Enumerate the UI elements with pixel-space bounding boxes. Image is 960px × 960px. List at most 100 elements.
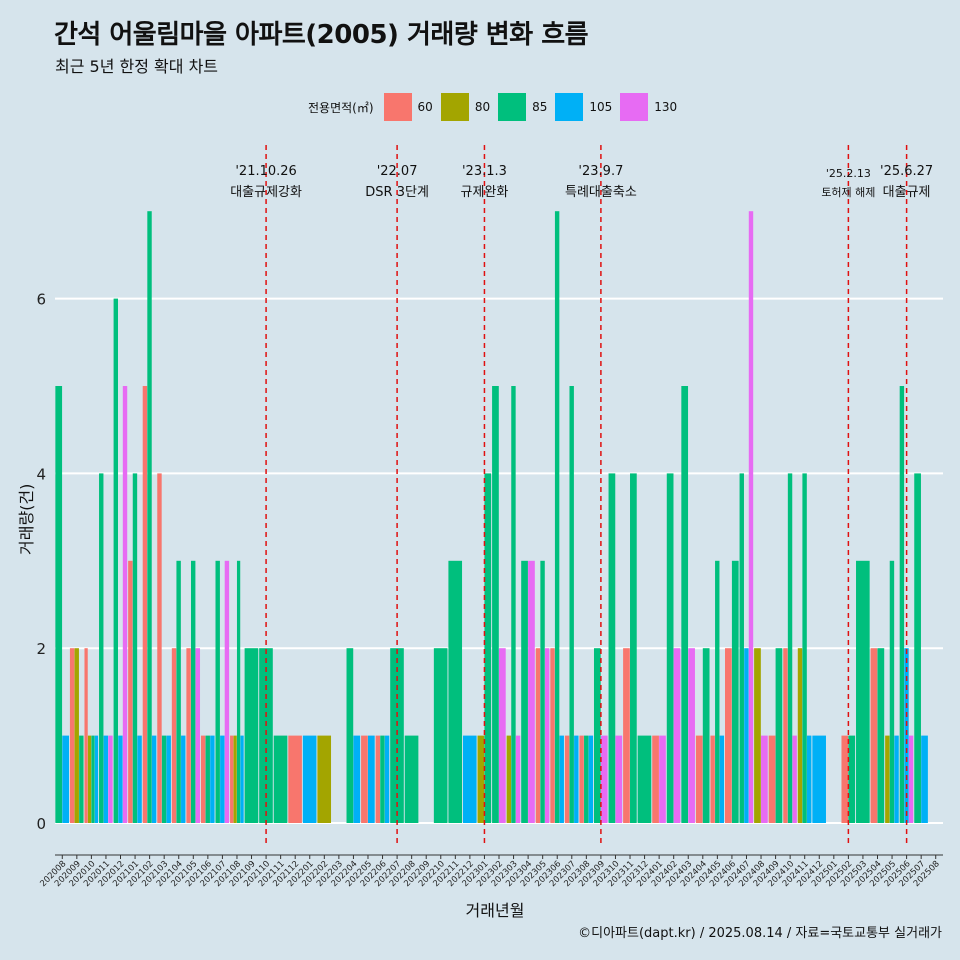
- bar-202310-85: [608, 473, 616, 823]
- bar-202303-130: [515, 735, 521, 823]
- bar-202008-105: [62, 735, 69, 823]
- bar-202105-130: [195, 648, 201, 823]
- bar-202305-130: [544, 648, 550, 823]
- bar-202103-85: [161, 735, 167, 823]
- bar-202211-85: [448, 560, 463, 823]
- bar-202504-85: [877, 648, 885, 823]
- y-axis-title-text: 거래량(건): [17, 483, 36, 555]
- bar-202505-105: [894, 735, 899, 823]
- bar-202307-85: [569, 386, 574, 823]
- bar-202406-85: [731, 560, 739, 823]
- bar-202108-85: [236, 560, 241, 823]
- bar-202009-80: [74, 648, 79, 823]
- bar-202204-85: [346, 648, 354, 823]
- bar-202110-85: [259, 648, 273, 823]
- bar-202102-105: [151, 735, 157, 823]
- legend-item-60: 60: [383, 93, 433, 121]
- bar-202402-85: [666, 473, 674, 823]
- bar-202212-105: [462, 735, 477, 823]
- bar-202306-85: [554, 211, 560, 823]
- legend-label-60: 60: [417, 100, 433, 114]
- bar-202406-60: [725, 648, 732, 823]
- bar-202012-85: [113, 298, 119, 824]
- bar-202304-130: [528, 560, 535, 823]
- event-date: '23.1.3: [462, 164, 507, 179]
- bar-202010-105: [94, 735, 99, 823]
- bar-202402-130: [673, 648, 681, 823]
- bar-202106-85: [205, 735, 210, 823]
- bar-202506-85: [899, 386, 905, 823]
- event-label: 토허제 해제: [821, 185, 875, 199]
- bar-202108-80: [233, 735, 237, 823]
- legend-swatch-60: [383, 93, 412, 121]
- bar-202506-130: [908, 735, 914, 823]
- y-tick-label: 0: [36, 815, 46, 833]
- bar-202306-60: [550, 648, 555, 823]
- bar-202407-85: [739, 473, 744, 823]
- bar-202301-85: [484, 473, 492, 823]
- legend-title: 전용면적(㎡): [308, 100, 374, 115]
- bar-202104-85: [176, 560, 181, 823]
- bar-202410-85: [787, 473, 793, 823]
- bar-202206-85: [380, 735, 385, 823]
- bar-202103-60: [157, 473, 162, 823]
- bar-202101-105: [137, 735, 142, 823]
- bar-202410-60: [783, 648, 788, 823]
- bar-202108-60: [230, 735, 234, 823]
- bar-202104-105: [181, 735, 186, 823]
- bar-202303-85: [511, 386, 516, 823]
- bar-202405-85: [715, 560, 720, 823]
- bar-202107-85: [215, 560, 220, 823]
- legend-label-130: 130: [654, 100, 678, 114]
- bar-202302-85: [492, 386, 499, 823]
- bar-202109-85: [244, 648, 259, 823]
- bar-202405-105: [719, 735, 725, 823]
- bar-202303-80: [506, 735, 512, 823]
- bar-202309-130: [600, 735, 608, 823]
- bar-202401-60: [652, 735, 659, 823]
- event-label: 특례대출축소: [565, 185, 637, 200]
- bar-202101-85: [132, 473, 138, 823]
- bar-202408-80: [754, 648, 761, 823]
- bar-202102-60: [142, 386, 148, 823]
- bar-202105-85: [190, 560, 196, 823]
- bar-202009-85: [79, 735, 84, 823]
- legend-label-105: 105: [589, 100, 613, 114]
- bar-202210-85: [433, 648, 448, 823]
- event-label: 대출규제: [883, 185, 931, 200]
- bar-202408-130: [761, 735, 768, 823]
- bar-202311-85: [630, 473, 637, 823]
- bar-202206-60: [375, 735, 381, 823]
- bar-202401-130: [659, 735, 666, 823]
- bar-202305-60: [535, 648, 541, 823]
- bar-202102-85: [147, 211, 152, 823]
- bar-202106-60: [200, 735, 206, 823]
- bar-202108-105: [240, 735, 244, 823]
- bar-202407-105: [744, 648, 749, 823]
- legend-item-105: 105: [555, 93, 612, 121]
- legend-item-80: 80: [440, 93, 491, 121]
- bar-202112-60: [288, 735, 302, 823]
- legend-label-80: 80: [474, 100, 491, 114]
- bar-202504-60: [870, 648, 878, 823]
- bar-202207-85: [390, 648, 404, 823]
- bar-202107-130: [224, 560, 230, 823]
- event-date: '25.2.13: [826, 167, 871, 180]
- legend-swatch-105: [555, 93, 584, 121]
- source-caption: ©디아파트(dapt.kr) / 2025.08.14 / 자료=국토교통부 실…: [578, 926, 942, 941]
- bar-202503-85: [856, 560, 870, 823]
- bar-202404-85: [702, 648, 710, 823]
- legend-swatch-130: [620, 93, 649, 121]
- bar-202308-60: [579, 735, 584, 823]
- legend-swatch-85: [498, 93, 527, 121]
- bar-202507-85: [914, 473, 921, 823]
- event-label: 규제완화: [461, 185, 509, 200]
- bar-202307-105: [574, 735, 579, 823]
- bar-202008-85: [55, 386, 63, 823]
- bar-202310-130: [615, 735, 623, 823]
- bar-202502-85: [848, 735, 856, 823]
- bar-202411-80: [797, 648, 803, 823]
- y-tick-label: 2: [36, 640, 46, 658]
